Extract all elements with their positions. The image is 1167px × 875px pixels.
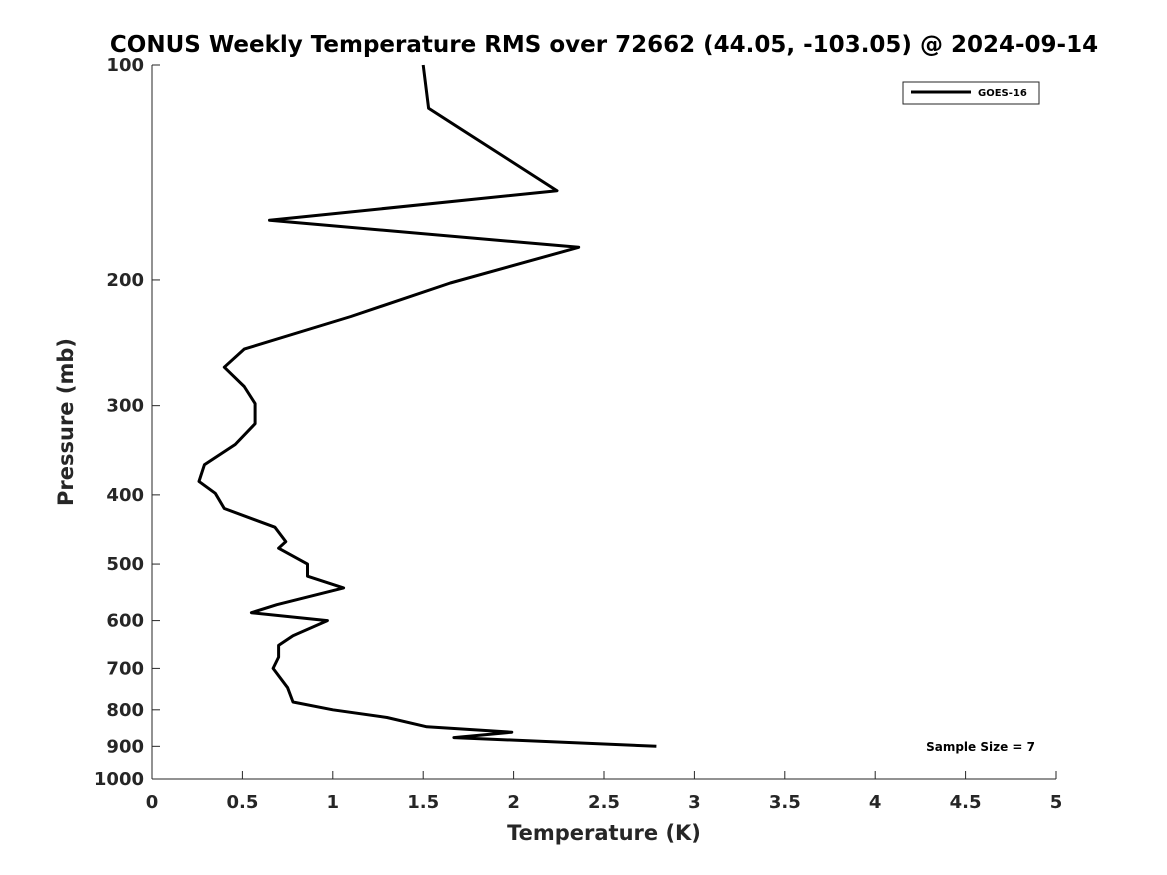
y-tick-label: 1000 — [94, 769, 144, 790]
y-tick-label: 200 — [106, 270, 144, 291]
x-tick-label: 1 — [327, 792, 340, 813]
x-tick-label: 1.5 — [407, 792, 439, 813]
y-tick-label: 700 — [106, 658, 144, 679]
chart-title: CONUS Weekly Temperature RMS over 72662 … — [110, 32, 1098, 58]
x-tick-label: 0 — [146, 792, 159, 813]
x-tick-label: 4 — [869, 792, 882, 813]
y-axis-label: Pressure (mb) — [54, 338, 78, 506]
y-tick-label: 300 — [106, 396, 144, 417]
series-line-goes-16 — [197, 64, 657, 748]
x-tick-label: 5 — [1050, 792, 1063, 813]
y-axis-ticks: 100 200 300 400 500 600 700 800 900 1000 — [94, 55, 160, 790]
x-tick-label: 3 — [688, 792, 701, 813]
x-tick-label: 2 — [507, 792, 520, 813]
x-axis-label: Temperature (K) — [507, 821, 701, 845]
y-tick-label: 800 — [106, 700, 144, 721]
y-tick-label: 500 — [106, 554, 144, 575]
x-tick-label: 2.5 — [588, 792, 620, 813]
x-tick-label: 4.5 — [950, 792, 982, 813]
plot-area — [152, 65, 1056, 779]
x-tick-label: 3.5 — [769, 792, 801, 813]
y-tick-label: 400 — [106, 485, 144, 506]
series-layer — [197, 64, 657, 748]
y-tick-label: 100 — [106, 55, 144, 76]
legend-label-goes-16: GOES-16 — [978, 88, 1027, 99]
x-axis-ticks: 0 0.5 1 1.5 2 2.5 3 3.5 4 4.5 5 — [146, 771, 1063, 813]
y-tick-label: 600 — [106, 611, 144, 632]
y-tick-label: 900 — [106, 736, 144, 757]
legend: GOES-16 — [902, 81, 1040, 105]
sample-size-annotation: Sample Size = 7 — [926, 740, 1035, 754]
x-tick-label: 0.5 — [226, 792, 258, 813]
